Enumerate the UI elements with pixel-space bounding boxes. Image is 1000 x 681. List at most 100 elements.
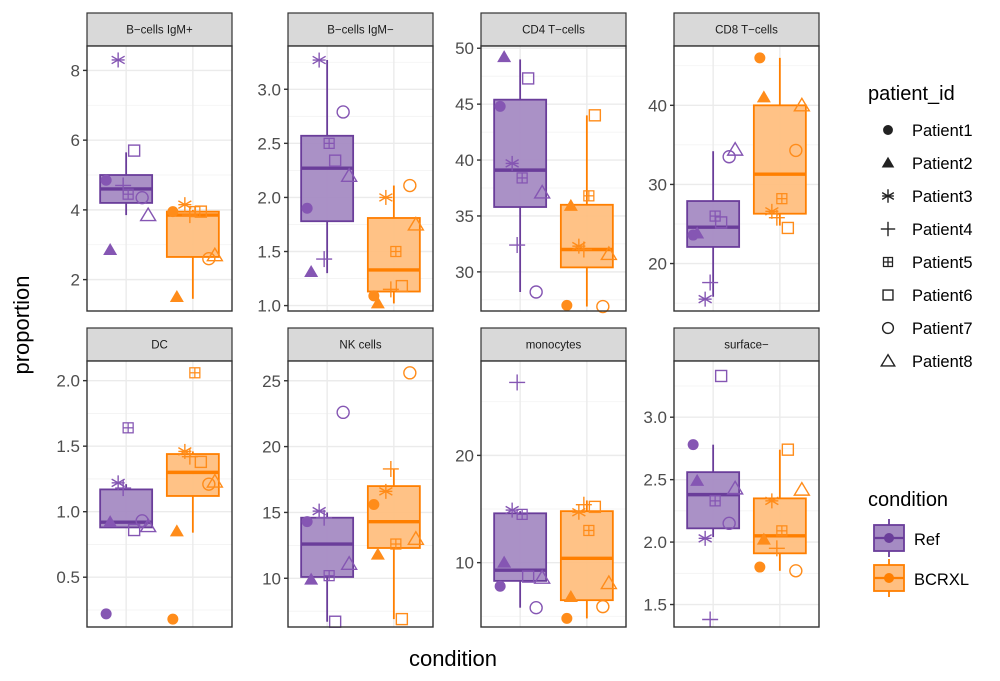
- y-tick-label: 1.5: [56, 437, 80, 456]
- point-patient3: [379, 483, 393, 499]
- point-patient6: [395, 612, 409, 626]
- y-tick-label: 25: [262, 372, 281, 391]
- point-patient4: [768, 540, 785, 557]
- point-patient8: [793, 96, 811, 112]
- point-patient5: [583, 190, 595, 202]
- point-patient8: [340, 555, 358, 570]
- facet-panels: B−cells IgM+ 2 4 6 8 B−cells IgM− 1.0 1.5 2.0 2.5…: [56, 12, 820, 628]
- panel-nk-cells: NK cells 10 15 20 25: [262, 327, 434, 628]
- point-patient1: [754, 561, 766, 573]
- point-patient1: [301, 202, 313, 214]
- point-patient8: [206, 246, 224, 262]
- y-tick-label: 2.0: [643, 533, 667, 552]
- point-patient4: [768, 209, 785, 226]
- y-tick-label: 40: [648, 96, 667, 115]
- point-patient5: [516, 508, 528, 521]
- point-patient7: [529, 285, 543, 299]
- box-iqr: [366, 217, 421, 293]
- point-patient7: [202, 477, 216, 491]
- point-patient7: [135, 514, 149, 528]
- point-patient1: [368, 499, 380, 511]
- legend-item-patient5: Patient5: [882, 254, 973, 272]
- box-ref: [300, 512, 355, 622]
- facet-strip: [480, 327, 627, 362]
- facet-strip: [86, 327, 233, 362]
- point-patient1: [494, 100, 506, 112]
- point-patient8: [726, 141, 744, 156]
- point-patient4: [316, 251, 333, 268]
- point-patient5: [776, 525, 788, 537]
- facet-strip-label: DC: [151, 340, 168, 352]
- point-patient2: [497, 50, 512, 63]
- point-patient6: [588, 500, 602, 514]
- point-patient5: [390, 538, 402, 550]
- facet-strip-label: monocytes: [526, 340, 582, 352]
- point-patient5: [516, 172, 528, 184]
- legend-key-filled-circle-icon: [883, 125, 893, 135]
- point-patient1: [754, 52, 766, 64]
- facet-strip-label: B−cells IgM−: [327, 25, 394, 37]
- point-patient1: [100, 608, 112, 620]
- y-tick-label: 30: [455, 263, 474, 282]
- y-tick-label: 8: [71, 61, 80, 80]
- point-patient4: [115, 480, 132, 497]
- point-patient5: [709, 495, 721, 507]
- point-patient1: [687, 439, 699, 451]
- panel-cd8-t-cells: CD8 T−cells 20 30 40: [648, 12, 820, 312]
- point-patient6: [588, 109, 602, 122]
- legend-key-open-triangle-icon: [880, 353, 896, 367]
- legend-label: Patient6: [912, 287, 973, 305]
- y-tick-label: 1.0: [56, 503, 80, 522]
- point-patient7: [596, 599, 610, 614]
- y-tick-label: 2.5: [257, 134, 281, 153]
- facet-strip-label: CD4 T−cells: [522, 25, 585, 37]
- point-patient1: [100, 174, 112, 186]
- facet-strip-label: surface−: [724, 340, 769, 352]
- point-patient3: [379, 189, 393, 205]
- point-patient8: [726, 480, 744, 495]
- box-ref: [493, 511, 548, 608]
- y-tick-label: 35: [455, 207, 474, 226]
- x-axis-title: condition: [409, 646, 497, 671]
- point-patient5: [122, 188, 134, 200]
- legend-key-box-icon: [873, 519, 905, 557]
- point-patient3: [698, 291, 712, 307]
- box-iqr: [300, 516, 355, 578]
- y-tick-label: 1.5: [643, 596, 667, 615]
- facet-strip: [86, 12, 233, 47]
- point-patient8: [600, 245, 618, 261]
- y-tick-label: 2.0: [257, 188, 281, 207]
- y-tick-label: 2: [71, 271, 80, 290]
- point-patient3: [312, 52, 326, 68]
- point-patient6: [714, 369, 728, 383]
- y-tick-label: 2.5: [643, 471, 667, 490]
- point-patient6: [781, 443, 795, 456]
- point-patient8: [533, 569, 551, 584]
- panel-dc: DC 0.5 1.0 1.5 2.0: [56, 327, 233, 628]
- point-patient6: [127, 144, 141, 157]
- point-patient2: [304, 265, 319, 278]
- legend-label: Patient5: [912, 254, 973, 272]
- legend-label: Patient1: [912, 122, 973, 140]
- box-bcrxl: [165, 451, 220, 533]
- point-patient2: [169, 524, 184, 537]
- point-patient5: [122, 422, 134, 434]
- y-tick-label: 0.5: [56, 568, 80, 587]
- point-patient7: [596, 299, 610, 314]
- point-patient6: [521, 570, 535, 583]
- panel-border: [673, 360, 820, 628]
- point-patient4: [702, 611, 719, 628]
- panel-surface: surface− 1.5 2.0 2.5 3.0: [643, 327, 820, 628]
- legend-label: Patient3: [912, 188, 973, 206]
- y-tick-label: 50: [455, 39, 474, 58]
- box-iqr: [752, 104, 807, 215]
- point-patient8: [206, 473, 224, 488]
- point-patient7: [722, 150, 736, 164]
- point-patient3: [698, 530, 712, 546]
- legend-label: Ref: [914, 531, 940, 549]
- point-patient8: [139, 517, 157, 533]
- point-patient7: [336, 105, 350, 119]
- facet-strip-label: CD8 T−cells: [715, 25, 778, 37]
- point-patient8: [793, 481, 811, 496]
